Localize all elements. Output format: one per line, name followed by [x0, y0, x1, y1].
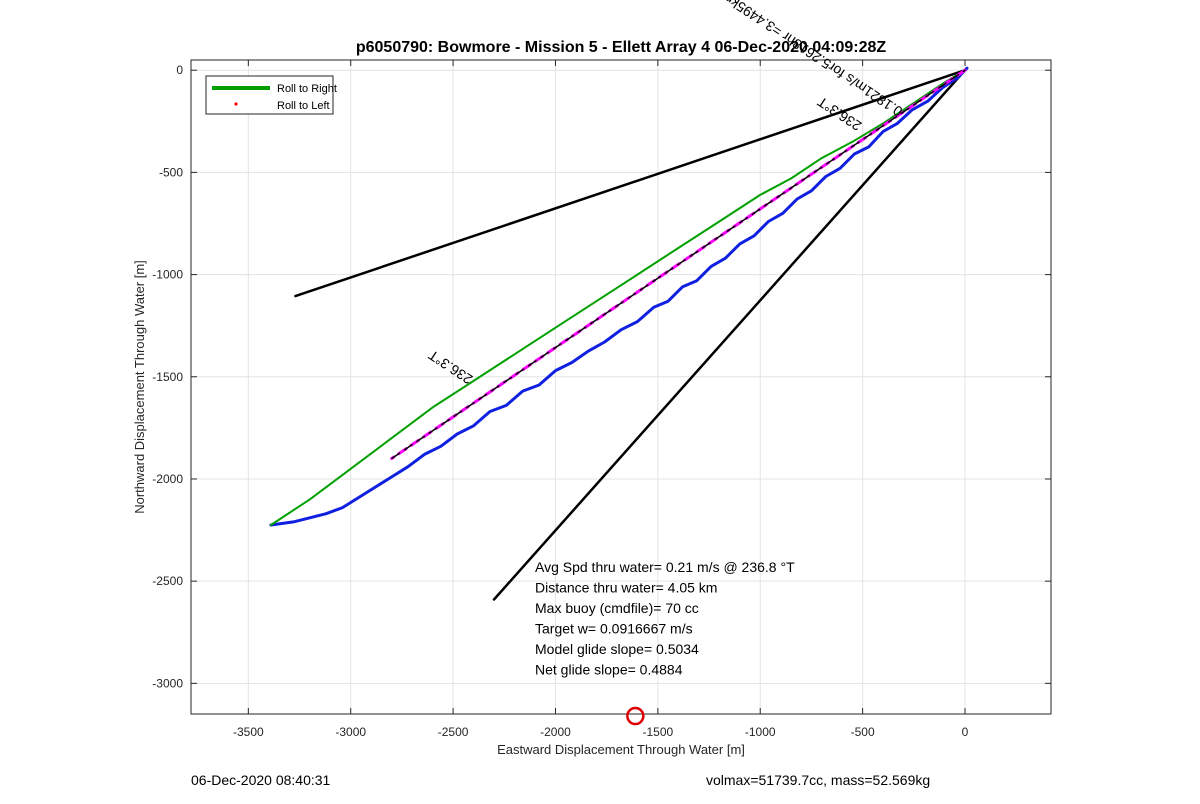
info-line: Max buoy (cmdfile)= 70 cc [535, 600, 699, 616]
legend-label-roll-left: Roll to Left [277, 100, 330, 112]
info-line: Avg Spd thru water= 0.21 m/s @ 236.8 °T [535, 559, 795, 575]
y-axis-label: Northward Displacement Through Water [m] [132, 260, 147, 514]
y-tick-label: 0 [176, 63, 183, 77]
info-line: Model glide slope= 0.5034 [535, 641, 699, 657]
footer-mass-info: volmax=51739.7cc, mass=52.569kg [706, 772, 931, 788]
info-text-block: Avg Spd thru water= 0.21 m/s @ 236.8 °T D… [535, 559, 795, 678]
chart-title: p6050790: Bowmore - Mission 5 - Ellett A… [356, 39, 887, 56]
grid [191, 60, 1051, 714]
ticks: -3500 -3000 -2500 -2000 -1500 -1000 -500 0 0 -500… [152, 60, 1051, 739]
x-tick-label: -1000 [745, 725, 776, 739]
legend-swatch-roll-left [234, 102, 238, 106]
y-tick-label: -1000 [152, 268, 183, 282]
plot-background [190, 59, 1052, 715]
info-line: Distance thru water= 4.05 km [535, 580, 717, 596]
x-tick-label: -1500 [643, 725, 674, 739]
y-tick-label: -2000 [152, 472, 183, 486]
y-tick-label: -1500 [152, 370, 183, 384]
series-layer [269, 66, 969, 601]
legend-box [205, 75, 334, 115]
x-tick-label: -3000 [335, 725, 366, 739]
x-tick-label: -2500 [438, 725, 469, 739]
legend: Roll to Right Roll to Left [205, 75, 337, 115]
legend-label-roll-right: Roll to Right [277, 83, 337, 95]
series-roll-to-right [269, 69, 966, 526]
x-axis-label: Eastward Displacement Through Water [m] [497, 742, 745, 757]
x-tick-label: -3500 [233, 725, 264, 739]
x-tick-label: -2000 [540, 725, 571, 739]
series-track [269, 66, 969, 527]
y-tick-label: -2500 [152, 574, 183, 588]
x-tick-label: -500 [851, 725, 875, 739]
y-tick-label: -500 [159, 165, 183, 179]
footer-timestamp: 06-Dec-2020 08:40:31 [191, 772, 331, 788]
y-tick-label: -3000 [152, 676, 183, 690]
red-circle-marker [626, 706, 645, 726]
info-line: Net glide slope= 0.4884 [535, 662, 683, 678]
x-tick-label: 0 [962, 725, 969, 739]
info-line: Target w= 0.0916667 m/s [535, 621, 693, 637]
plot-frame [190, 59, 1052, 715]
series-mean-track-black-dash [390, 69, 966, 460]
